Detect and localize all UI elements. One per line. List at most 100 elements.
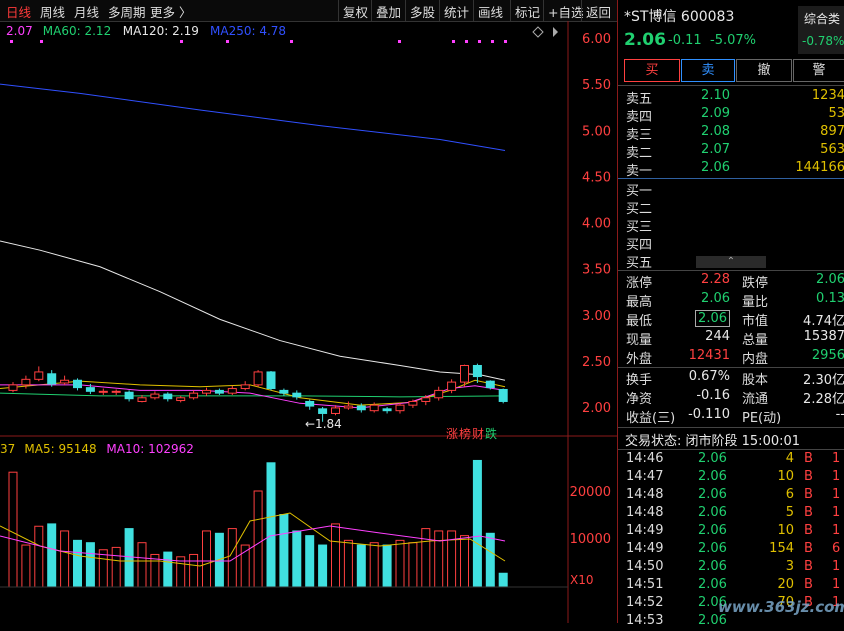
badge-b1[interactable]: 涨 <box>446 426 458 441</box>
candle-body <box>485 380 495 389</box>
volume-bar <box>331 523 340 588</box>
stat-value: 4.74亿 <box>803 314 844 329</box>
tick-n: 1 <box>832 487 841 502</box>
toolbar-btn-5[interactable]: 标记 <box>515 5 541 20</box>
period-tab-3[interactable]: 多周期 <box>108 5 146 20</box>
tick-v: 10 <box>777 469 794 484</box>
collapse-chevron-icon[interactable]: ⌃ <box>696 256 766 268</box>
candle-body <box>111 390 121 393</box>
stat-value: 12431 <box>688 348 730 363</box>
candle-body <box>85 387 95 392</box>
tick-p: 2.06 <box>698 487 727 502</box>
volume-legend-item: MA10: 102962 <box>106 442 193 456</box>
tick-n: 1 <box>832 577 841 592</box>
tick-v: 3 <box>785 559 794 574</box>
period-tab-0[interactable]: 日线 <box>6 5 32 20</box>
trade-button-1[interactable]: 卖 <box>681 59 735 82</box>
stat-value: 2.30亿 <box>803 373 844 388</box>
category-box[interactable]: 综合类 -0.78% <box>798 6 844 54</box>
toolbar-btn-2[interactable]: 多股 <box>410 5 436 20</box>
panel-divider <box>618 427 844 428</box>
candle-body <box>292 392 302 398</box>
stat-value: 2.06 <box>695 310 730 327</box>
stat-label: 外盘 <box>626 352 653 367</box>
stat-label: 流通 <box>742 392 769 407</box>
panel-divider <box>618 367 844 368</box>
volume-tick-label: 10000 <box>570 532 611 547</box>
tick-t: 14:49 <box>626 523 664 538</box>
tick-row: 14:47 2.06 10 B 1 <box>618 469 844 487</box>
trade-button-0[interactable]: 买 <box>624 59 680 82</box>
stat-label: 总量 <box>742 333 769 348</box>
tick-t: 14:51 <box>626 577 664 592</box>
ma-legend: 2.07 MA60: 2.12 MA120: 2.19 MA250: 4.78 <box>6 24 286 38</box>
triangle-icon[interactable] <box>553 27 558 37</box>
tick-v: 70 <box>777 595 794 610</box>
badge-b2[interactable]: 榜 <box>459 426 471 441</box>
tick-t: 14:50 <box>626 559 664 574</box>
tick-v: 4 <box>785 451 794 466</box>
stat-value: 244 <box>705 329 730 344</box>
volume-bars <box>8 459 508 588</box>
spread-divider <box>618 178 844 179</box>
volume-bar <box>163 551 173 588</box>
candle-body <box>73 379 82 389</box>
price-tick-label: 4.00 <box>582 217 611 232</box>
ma-legend-item: 2.07 <box>6 24 33 38</box>
tick-p: 2.06 <box>698 451 727 466</box>
ma120-line <box>0 240 506 381</box>
volume-bar <box>382 544 392 588</box>
volume-bar <box>202 530 211 588</box>
volume-bar <box>292 530 302 588</box>
kline-chart[interactable]: 6.00 5.50 5.00 4.50 4.00 3.50 3.00 2.50 2.00 2.07… <box>0 21 617 623</box>
toolbar-btn-0[interactable]: 复权 <box>343 5 369 20</box>
ask-volume: 897 <box>820 124 844 139</box>
toolbar-btn-7[interactable]: 返回 <box>586 5 612 20</box>
toolbar-btn-3[interactable]: 统计 <box>444 5 470 20</box>
tick-b: B <box>804 559 813 574</box>
candle-body <box>8 384 18 391</box>
stat-row: 收益(三) -0.110 PE(动) -- <box>618 407 844 426</box>
period-tab-1[interactable]: 周线 <box>40 5 66 20</box>
stat-label: 最低 <box>626 314 653 329</box>
ask-label: 卖四 <box>626 110 653 125</box>
event-dot <box>478 40 481 43</box>
stock-change: -0.11 <box>668 33 702 48</box>
candle-body <box>279 389 289 394</box>
volume-bar <box>318 544 328 588</box>
event-dot <box>40 40 43 43</box>
stat-label: 市值 <box>742 314 769 329</box>
candle-body <box>447 381 457 391</box>
candle-body <box>382 408 392 412</box>
toolbar-separator <box>581 0 582 21</box>
period-tab-4[interactable]: 更多 〉 <box>150 5 192 20</box>
diamond-icon[interactable] <box>532 26 544 38</box>
ma250-line <box>0 83 506 152</box>
volume-bar <box>472 459 482 588</box>
stat-value: 0.67% <box>688 369 730 384</box>
ma5-line <box>0 384 506 409</box>
toolbar-btn-4[interactable]: 画线 <box>478 5 504 20</box>
tick-p: 2.06 <box>698 577 727 592</box>
candle-body <box>60 379 70 384</box>
period-tab-2[interactable]: 月线 <box>74 5 100 20</box>
badge-b3[interactable]: 财 <box>472 427 484 441</box>
tick-t: 14:53 <box>626 613 664 628</box>
tick-row: 14:49 2.06 10 B 1 <box>618 523 844 541</box>
stock-change-pct: -5.07% <box>710 33 756 48</box>
ma-legend-item: MA120: 2.19 <box>123 24 199 38</box>
stat-label: 最高 <box>626 295 653 310</box>
trade-button-2[interactable]: 撤 <box>736 59 792 82</box>
trade-button-3[interactable]: 警 <box>793 59 844 82</box>
toolbar-btn-1[interactable]: 叠加 <box>376 5 402 20</box>
toolbar-btn-6[interactable]: +自选 <box>548 5 584 20</box>
event-dot <box>465 40 468 43</box>
volume-bar <box>279 514 289 588</box>
panel-divider <box>618 85 844 86</box>
stat-row: 最低 2.06 市值 4.74亿 <box>618 310 844 329</box>
volume-bar <box>369 542 379 588</box>
tick-n: 1 <box>832 595 841 610</box>
tick-n: 1 <box>832 523 841 538</box>
badge-b4[interactable]: 跌 <box>485 426 497 441</box>
candle-body <box>472 364 482 378</box>
